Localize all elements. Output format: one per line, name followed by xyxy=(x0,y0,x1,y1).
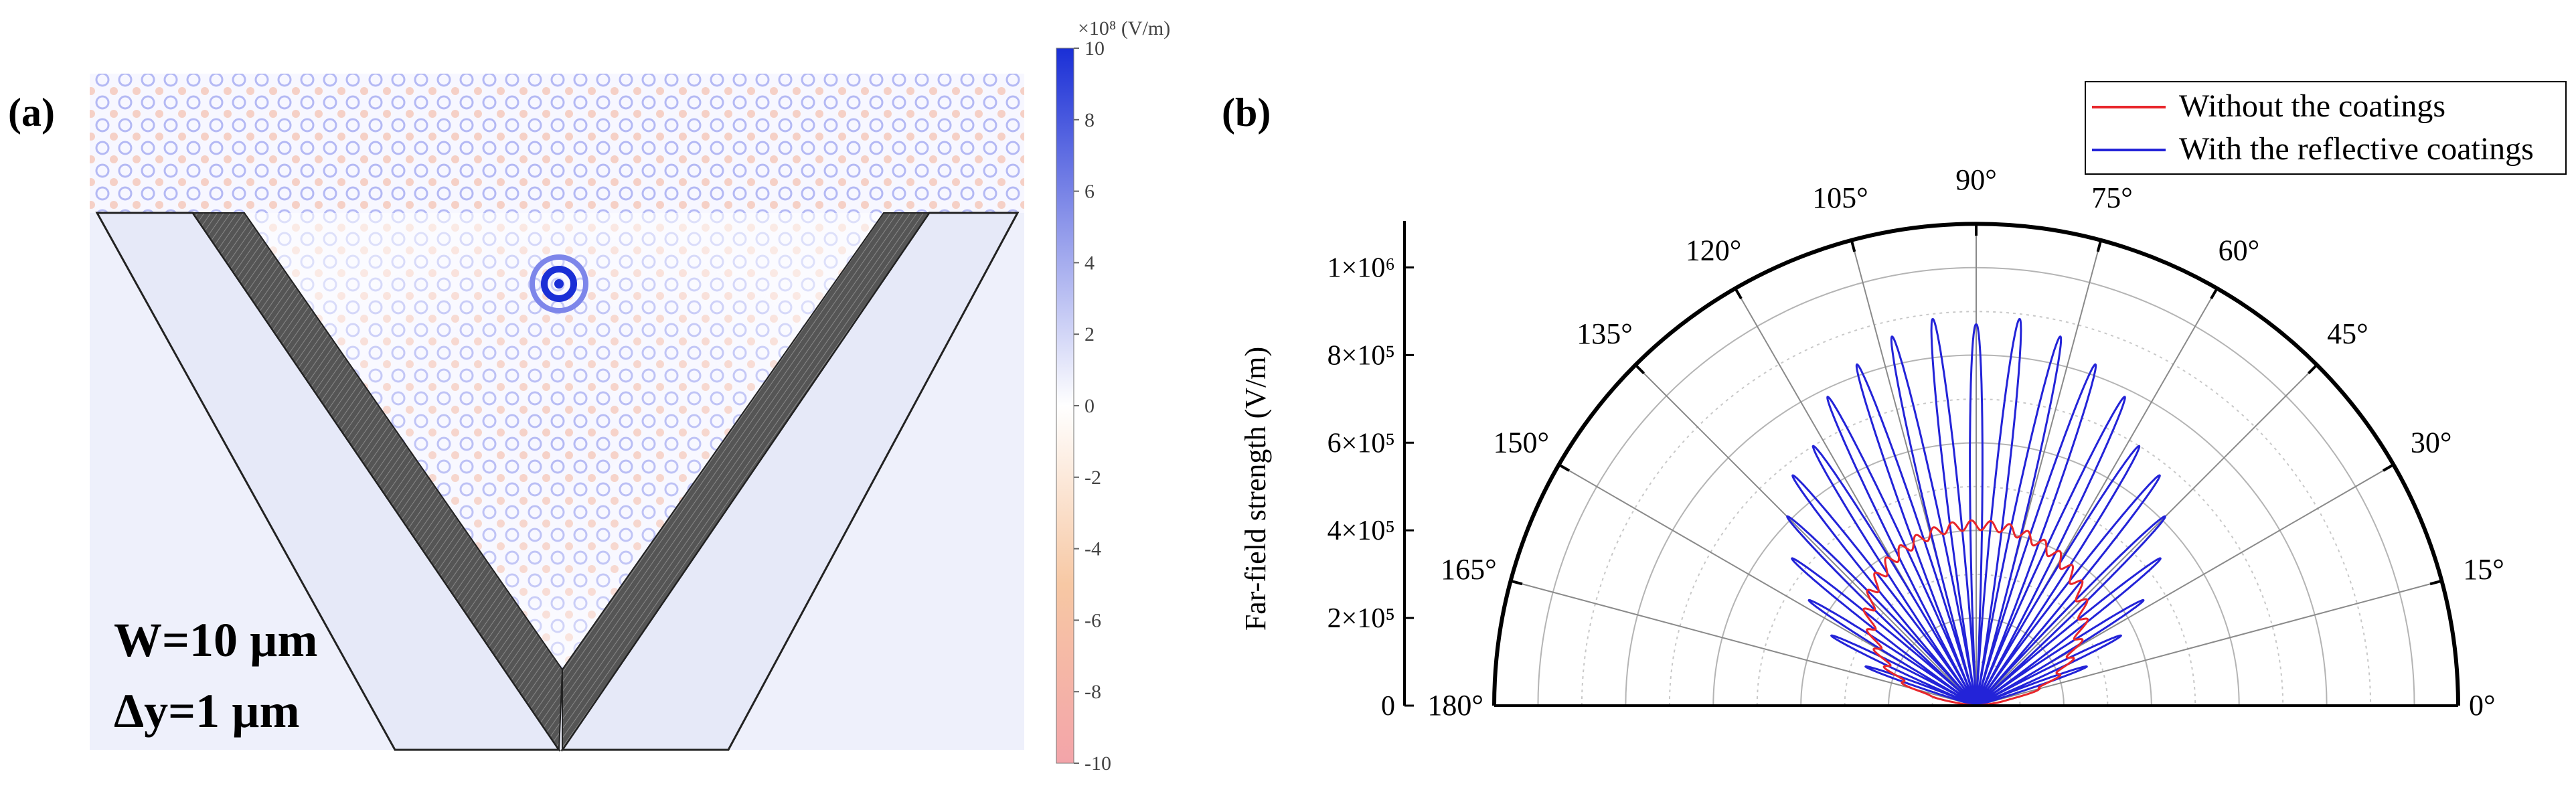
width-parameter: W=10 µm xyxy=(114,613,318,667)
polar-axis: 0 2×10⁵ 4×10⁵ 6×10⁵ 8×10⁵ 1×10⁶ 0° 15° 30° 45° 60°… xyxy=(1327,163,2504,722)
radial-tick-label: 1×10⁶ xyxy=(1327,252,1395,283)
field-map-top xyxy=(90,74,1024,213)
radial-tick-label: 2×10⁵ xyxy=(1327,603,1395,634)
polar-series xyxy=(1786,317,2166,707)
angle-tick xyxy=(1734,287,1743,300)
colorbar-ticks: 10 8 6 4 2 0 -2 -4 -6 -8 -10 xyxy=(1074,37,1111,775)
series-without-coatings xyxy=(1862,519,2089,707)
colorbar-unit: ×10⁸ (V/m) xyxy=(1078,17,1170,39)
angle-tick xyxy=(1634,364,1645,375)
colorbar-tick-label: -2 xyxy=(1084,467,1101,489)
radial-tick-label: 4×10⁵ xyxy=(1327,515,1395,546)
field-map-interior-glow xyxy=(244,213,884,669)
angle-label: 30° xyxy=(2411,426,2452,459)
angle-label: 180° xyxy=(1427,689,1483,722)
colorbar-tick-label: 6 xyxy=(1084,181,1095,203)
angle-label: 90° xyxy=(1955,163,1997,196)
y-axis-label: Far-field strength (V/m) xyxy=(1239,347,1272,631)
grid-spoke xyxy=(1976,364,2318,706)
angle-label: 150° xyxy=(1493,426,1549,459)
angle-tick xyxy=(1850,240,1856,252)
angle-label: 135° xyxy=(1577,317,1633,350)
angle-label: 120° xyxy=(1686,234,1742,266)
colorbar-tick-label: -10 xyxy=(1084,752,1111,775)
colorbar-tick-label: 8 xyxy=(1084,109,1095,131)
series-with-coatings xyxy=(1786,317,2166,707)
grid-spoke xyxy=(1635,364,1977,706)
angle-tick xyxy=(2096,240,2103,252)
angle-tick xyxy=(1558,463,1571,472)
colorbar-tick-label: 2 xyxy=(1084,323,1095,345)
legend-box xyxy=(2085,81,2567,175)
radial-tick-label: 0 xyxy=(1381,691,1395,722)
panel-b-label: (b) xyxy=(1222,90,1271,135)
colorbar-tick-label: 4 xyxy=(1084,252,1095,274)
colorbar-tick-label: -8 xyxy=(1084,681,1101,703)
angle-label: 15° xyxy=(2463,553,2504,586)
angle-label: 60° xyxy=(2219,234,2260,266)
angle-label: 45° xyxy=(2327,317,2368,350)
grid-spoke xyxy=(1510,580,1977,706)
radial-tick-label: 8×10⁵ xyxy=(1327,340,1395,371)
colorbar: ×10⁸ (V/m) 10 8 6 4 2 0 -2 -4 -6 -8 -10 xyxy=(1056,17,1170,775)
angle-label: 165° xyxy=(1441,553,1497,586)
panel-a: (a) W=10 µm Δy=1 µm xyxy=(8,74,1024,752)
dy-parameter: Δy=1 µm xyxy=(114,684,300,738)
angle-tick xyxy=(2429,579,2442,586)
panel-a-label: (a) xyxy=(8,90,55,135)
legend-blue-label: With the reflective coatings xyxy=(2179,131,2534,167)
angle-label: 75° xyxy=(2091,181,2133,214)
colorbar-tick-label: -6 xyxy=(1084,609,1101,631)
angle-tick xyxy=(2307,364,2318,375)
colorbar-tick-label: -4 xyxy=(1084,538,1101,560)
panel-b: (b) 0 2×10⁵ 4×10⁵ 6×10⁵ 8×10⁵ 1×10⁶ 0° 15° 30° 45… xyxy=(1222,81,2567,722)
right-coating xyxy=(562,212,931,752)
colorbar-tick-label: 10 xyxy=(1084,37,1105,60)
angle-tick xyxy=(2382,463,2395,472)
point-source xyxy=(530,254,588,313)
legend: Without the coatings With the reflective… xyxy=(2085,81,2567,175)
colorbar-bar xyxy=(1056,48,1074,764)
angle-tick xyxy=(2210,287,2219,300)
angle-label: 0° xyxy=(2469,689,2496,722)
polar-grid xyxy=(1494,224,2458,706)
colorbar-tick-label: 0 xyxy=(1084,395,1095,417)
legend-red-label: Without the coatings xyxy=(2179,88,2445,124)
angle-tick xyxy=(1510,579,1523,586)
grid-spoke xyxy=(1976,580,2442,706)
radial-tick-label: 6×10⁵ xyxy=(1327,428,1395,459)
angle-label: 105° xyxy=(1812,181,1868,214)
